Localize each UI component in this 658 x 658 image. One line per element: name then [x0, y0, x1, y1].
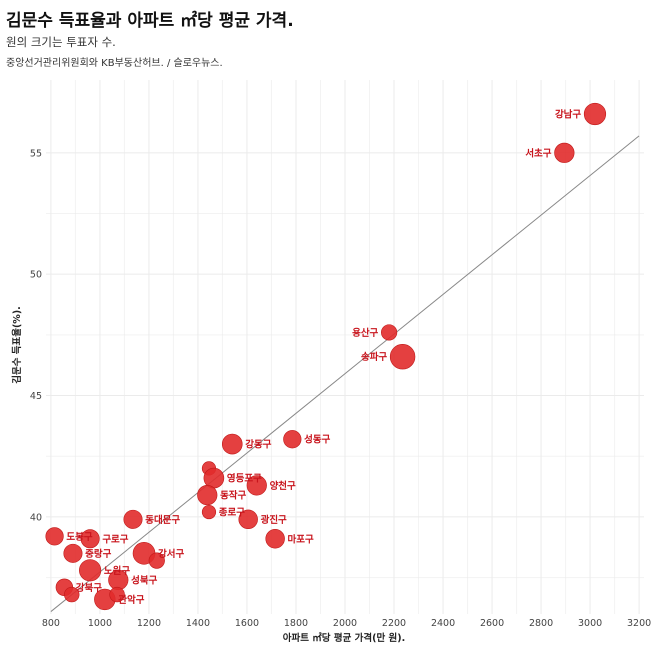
- point-label: 강북구: [76, 582, 102, 594]
- data-point: [148, 552, 165, 569]
- x-tick-label: 800: [42, 618, 60, 629]
- chart-title: 김문수 득표율과 아파트 ㎡당 평균 가격.: [6, 11, 294, 31]
- data-point: [201, 504, 217, 520]
- grid: [46, 80, 644, 614]
- y-tick-label: 45: [30, 391, 42, 402]
- x-tick-label: 1800: [284, 618, 308, 629]
- point-label: 관악구: [118, 594, 144, 606]
- data-point: [583, 102, 607, 126]
- data-point: [123, 509, 143, 529]
- points: [45, 102, 607, 611]
- x-tick-label: 2400: [431, 618, 455, 629]
- data-point: [246, 475, 267, 496]
- point-label: 광진구: [261, 514, 287, 526]
- y-tick-label: 40: [30, 512, 42, 523]
- y-tick-label: 50: [30, 270, 42, 281]
- point-label: 중랑구: [85, 548, 111, 560]
- y-tick-label: 55: [30, 148, 42, 159]
- data-point: [389, 344, 416, 370]
- data-point: [64, 586, 80, 603]
- y-ticks: 40 45 50 55: [30, 148, 42, 523]
- point-label: 성동구: [304, 434, 330, 446]
- data-point: [283, 430, 302, 449]
- data-point: [197, 484, 218, 506]
- data-point: [554, 142, 575, 163]
- trend-line: [50, 135, 640, 612]
- data-point: [79, 559, 102, 582]
- x-tick-label: 1200: [137, 618, 161, 629]
- point-label: 마포구: [288, 533, 314, 545]
- data-point: [80, 529, 100, 549]
- data-point: [265, 529, 285, 549]
- point-label: 양천구: [270, 480, 296, 492]
- point-label: 강동구: [245, 439, 271, 451]
- data-point: [63, 543, 83, 563]
- chart-subtitle: 원의 크기는 투표자 수.: [6, 35, 116, 49]
- x-tick-label: 1000: [88, 618, 112, 629]
- x-tick-label: 2200: [382, 618, 406, 629]
- point-label: 송파구: [361, 351, 387, 363]
- data-point: [45, 527, 64, 546]
- point-label: 강서구: [158, 548, 184, 560]
- point-label: 종로구: [219, 508, 245, 519]
- point-label: 영등포구: [227, 473, 262, 485]
- x-tick-label: 2000: [333, 618, 357, 629]
- point-label: 용산구: [352, 327, 378, 339]
- y-axis-title: 김문수 득표율(%).: [11, 306, 23, 384]
- data-point: [238, 509, 258, 530]
- data-point: [381, 324, 398, 341]
- point-label: 노원구: [104, 565, 130, 577]
- x-tick-label: 3000: [578, 618, 602, 629]
- point-label: 구로구: [102, 534, 128, 545]
- x-tick-label: 3200: [627, 618, 651, 629]
- x-axis-title: 아파트 ㎡당 평균 가격(만 원).: [283, 632, 405, 644]
- x-ticks: 800 1000 1200 1400 1600 1800 2000 2200 2400 2600 2…: [42, 618, 651, 629]
- x-tick-label: 1600: [235, 618, 259, 629]
- point-label: 동대문구: [145, 514, 180, 526]
- point-label: 성북구: [131, 575, 157, 587]
- point-label: 도봉구: [66, 532, 92, 543]
- data-point: [221, 433, 243, 455]
- x-tick-label: 2800: [529, 618, 553, 629]
- data-point: [109, 586, 125, 603]
- point-label: 강남구: [555, 108, 581, 120]
- point-label: 동작구: [220, 490, 246, 502]
- x-tick-label: 2600: [480, 618, 504, 629]
- chart-source: 중앙선거관리위원회와 KB부동산허브. / 슬로우뉴스.: [6, 58, 223, 69]
- x-tick-label: 1400: [186, 618, 210, 629]
- point-label: 서초구: [525, 147, 551, 159]
